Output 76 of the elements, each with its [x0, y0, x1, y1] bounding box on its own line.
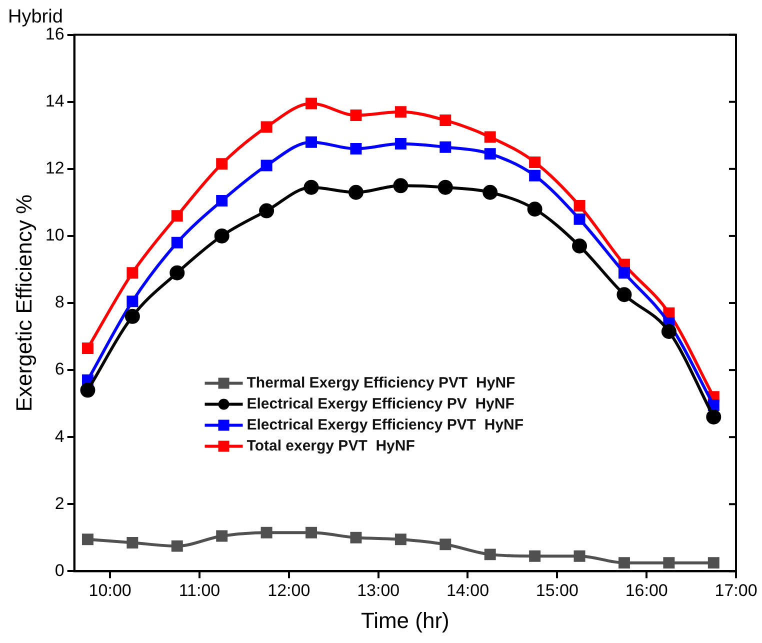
point [171, 540, 183, 552]
x-axis-title: Time (hr) [360, 608, 450, 633]
point [126, 296, 138, 308]
legend-label: Electrical Exergy Efficiency PVT HyNF [246, 416, 524, 434]
point [260, 160, 272, 172]
point [350, 110, 362, 122]
point [529, 156, 541, 168]
point [350, 532, 362, 544]
point [440, 538, 452, 550]
point [260, 121, 272, 133]
x-tick-label: 14:00 [446, 581, 490, 600]
y-tick-label: 8 [54, 292, 64, 312]
point [484, 131, 496, 143]
point [306, 136, 318, 148]
point [348, 184, 364, 200]
legend-label: Total exergy PVT HyNF [246, 437, 415, 454]
y-tick-label: 14 [45, 92, 64, 111]
point [216, 158, 228, 170]
x-tick-label: 11:00 [178, 581, 220, 600]
y-tick-label: 12 [45, 158, 64, 178]
point [616, 287, 632, 302]
point [259, 203, 274, 218]
point [306, 526, 318, 538]
point [574, 200, 586, 212]
legend-label: Electrical Exergy Efficiency PV HyNF [246, 395, 514, 412]
point [82, 342, 94, 354]
point [394, 106, 406, 118]
point [618, 267, 630, 279]
point [663, 557, 675, 569]
point [306, 98, 318, 110]
point [304, 180, 319, 195]
point [708, 557, 720, 569]
point [171, 236, 183, 248]
y-tick-label: 2 [54, 494, 64, 513]
y-tick-label: 6 [54, 360, 64, 379]
point [484, 148, 496, 160]
point [80, 382, 96, 398]
x-tick-label: 12:00 [268, 581, 310, 600]
point [171, 210, 183, 222]
point [394, 534, 406, 546]
point [124, 308, 140, 324]
point [440, 141, 452, 153]
y-tick-label: 0 [54, 560, 64, 580]
point [438, 180, 453, 195]
point [170, 265, 185, 280]
point [574, 213, 586, 225]
point [393, 178, 408, 194]
point [440, 114, 452, 126]
point [618, 557, 630, 569]
x-tick-label: 13:00 [357, 581, 400, 600]
x-tick-label: 17:00 [714, 581, 758, 600]
point [706, 409, 722, 424]
y-tick-label: 4 [54, 426, 64, 446]
point [260, 526, 272, 538]
legend-label: Thermal Exergy Efficiency PVT HyNF [246, 374, 516, 392]
point [350, 143, 362, 155]
x-tick-label: 15:00 [536, 581, 578, 600]
point [574, 550, 586, 562]
point [214, 228, 230, 244]
x-tick-label: 16:00 [625, 581, 668, 600]
point [482, 184, 498, 200]
point [529, 170, 541, 182]
point [661, 324, 676, 339]
x-tick-label: 10:00 [88, 581, 132, 600]
point [126, 267, 138, 279]
point [82, 534, 94, 546]
point [126, 536, 138, 548]
point [529, 550, 541, 562]
point [484, 548, 496, 560]
point [394, 138, 406, 150]
y-axis-title: Exergetic Efficiency % [11, 194, 36, 412]
point [216, 195, 228, 206]
point [216, 530, 228, 542]
y-tick-label: 10 [45, 226, 64, 245]
point [572, 238, 588, 254]
point [527, 202, 542, 217]
